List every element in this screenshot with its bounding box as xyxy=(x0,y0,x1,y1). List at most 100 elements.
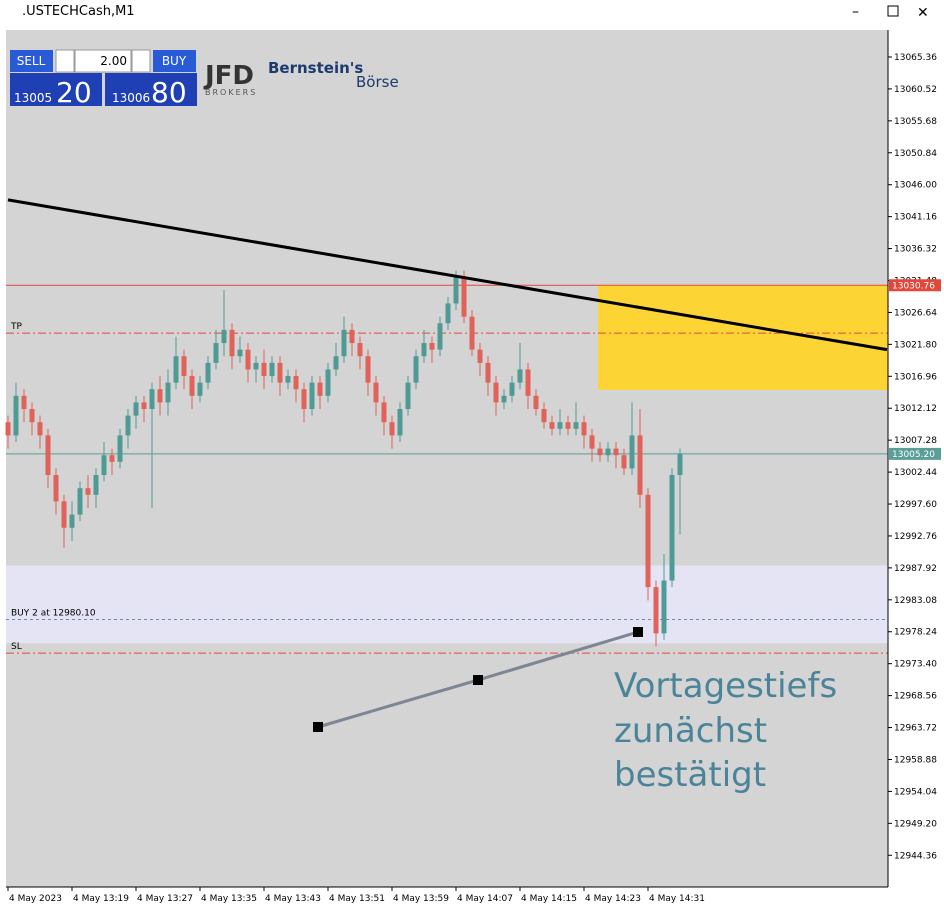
y-tick-label: 12992.76 xyxy=(894,532,937,542)
level-label: BUY 2 at 12980.10 xyxy=(11,608,96,618)
x-tick-label: 4 May 14:07 xyxy=(457,894,513,904)
candle-body xyxy=(181,356,187,377)
y-tick-label: 12949.20 xyxy=(894,819,937,829)
candle-body xyxy=(301,389,307,410)
price-tag xyxy=(889,447,941,460)
sell-button[interactable] xyxy=(10,50,53,72)
candle-body xyxy=(189,376,195,396)
candle-body xyxy=(573,422,579,429)
candle-body xyxy=(549,422,555,429)
candle-body xyxy=(5,422,11,436)
candle-body xyxy=(317,382,323,396)
maximize[interactable] xyxy=(887,5,899,17)
candle-body xyxy=(69,514,75,528)
y-tick-label: 12963.72 xyxy=(894,724,937,734)
candle-body xyxy=(373,382,379,403)
bid-box[interactable] xyxy=(10,73,102,106)
candle-body xyxy=(509,382,515,396)
candle-body xyxy=(269,362,275,377)
y-tick-label: 12978.24 xyxy=(894,628,937,638)
ask-main: 13006 xyxy=(112,91,150,105)
zone xyxy=(6,565,888,644)
candle-body xyxy=(501,395,507,403)
y-tick-label: 13046.00 xyxy=(894,181,937,191)
y-tick-label: 12954.04 xyxy=(894,787,937,797)
candle-body xyxy=(429,343,435,350)
candle-body xyxy=(261,362,267,377)
x-tick-label: 4 May 13:27 xyxy=(137,894,193,904)
y-tick-label: 13021.80 xyxy=(894,340,937,350)
price-tag-label: 13030.76 xyxy=(892,281,935,291)
candle-body xyxy=(541,409,547,423)
candle-body xyxy=(85,488,91,495)
candle-body xyxy=(645,494,651,588)
buy-label: BUY xyxy=(162,54,187,68)
buy-button[interactable] xyxy=(153,50,196,72)
lot-value: 2.00 xyxy=(100,54,127,68)
level-label: SL xyxy=(11,642,22,652)
candle-body xyxy=(365,356,371,383)
candle-body xyxy=(229,329,235,357)
arrow-point xyxy=(313,722,323,732)
candle-body xyxy=(197,382,203,396)
x-tick-label: 4 May 13:35 xyxy=(201,894,257,904)
candle-body xyxy=(605,448,611,456)
y-tick-label: 12983.08 xyxy=(894,596,937,606)
candle-body xyxy=(13,395,19,436)
candle-body xyxy=(205,362,211,383)
close[interactable]: ✕ xyxy=(917,5,929,21)
candle-body xyxy=(277,362,283,383)
y-tick-label: 12973.40 xyxy=(894,660,937,670)
y-tick-label: 12958.88 xyxy=(894,755,937,765)
y-tick-label: 13002.44 xyxy=(894,468,937,478)
y-tick-label: 13055.68 xyxy=(894,117,937,127)
y-tick-label: 13036.32 xyxy=(894,245,937,255)
y-tick-label: 13016.96 xyxy=(894,372,937,382)
candle-body xyxy=(661,580,667,634)
candle-body xyxy=(133,402,139,416)
candle-body xyxy=(653,587,659,634)
lot-down[interactable] xyxy=(55,49,75,73)
x-tick-label: 4 May 14:23 xyxy=(585,894,641,904)
candle-body xyxy=(597,448,603,456)
candle-body xyxy=(381,402,387,423)
candle-body xyxy=(333,356,339,370)
candle-body xyxy=(621,455,627,469)
lot-up[interactable] xyxy=(131,49,151,73)
candle-body xyxy=(453,277,459,304)
box xyxy=(598,285,888,390)
candle-body xyxy=(165,382,171,403)
arrow-point xyxy=(633,627,643,637)
jfd-sub: BROKERS xyxy=(205,88,257,97)
price-tag-label: 13005.20 xyxy=(892,450,935,460)
jfd-logo: JFD xyxy=(203,61,254,91)
candle-body xyxy=(493,382,499,403)
bid-big: 20 xyxy=(56,76,92,109)
candle-body xyxy=(445,303,451,324)
candle-body xyxy=(485,362,491,383)
y-tick-label: 12987.92 xyxy=(894,564,937,574)
lot-input[interactable] xyxy=(74,49,132,73)
bid-main: 13005 xyxy=(14,91,52,105)
candle-body xyxy=(29,409,35,423)
y-tick-label: 12997.60 xyxy=(894,500,937,510)
candle-body xyxy=(589,435,595,449)
candle-body xyxy=(533,395,539,410)
candle-body xyxy=(253,362,259,370)
x-tick-label: 4 May 14:31 xyxy=(649,894,705,904)
minimize[interactable]: – xyxy=(852,4,859,20)
candle-body xyxy=(581,422,587,436)
y-tick-label: 13060.52 xyxy=(894,85,937,95)
candle-body xyxy=(213,343,219,363)
candle-body xyxy=(477,349,483,363)
annotation: bestätigt xyxy=(614,755,766,795)
candle-body xyxy=(101,455,107,475)
candle-body xyxy=(557,422,563,429)
candle-body xyxy=(669,474,675,581)
candle-body xyxy=(245,349,251,370)
candle-body xyxy=(461,277,467,317)
ask-box[interactable] xyxy=(105,73,197,106)
ask-big: 80 xyxy=(151,76,187,109)
candle-body xyxy=(45,435,51,475)
